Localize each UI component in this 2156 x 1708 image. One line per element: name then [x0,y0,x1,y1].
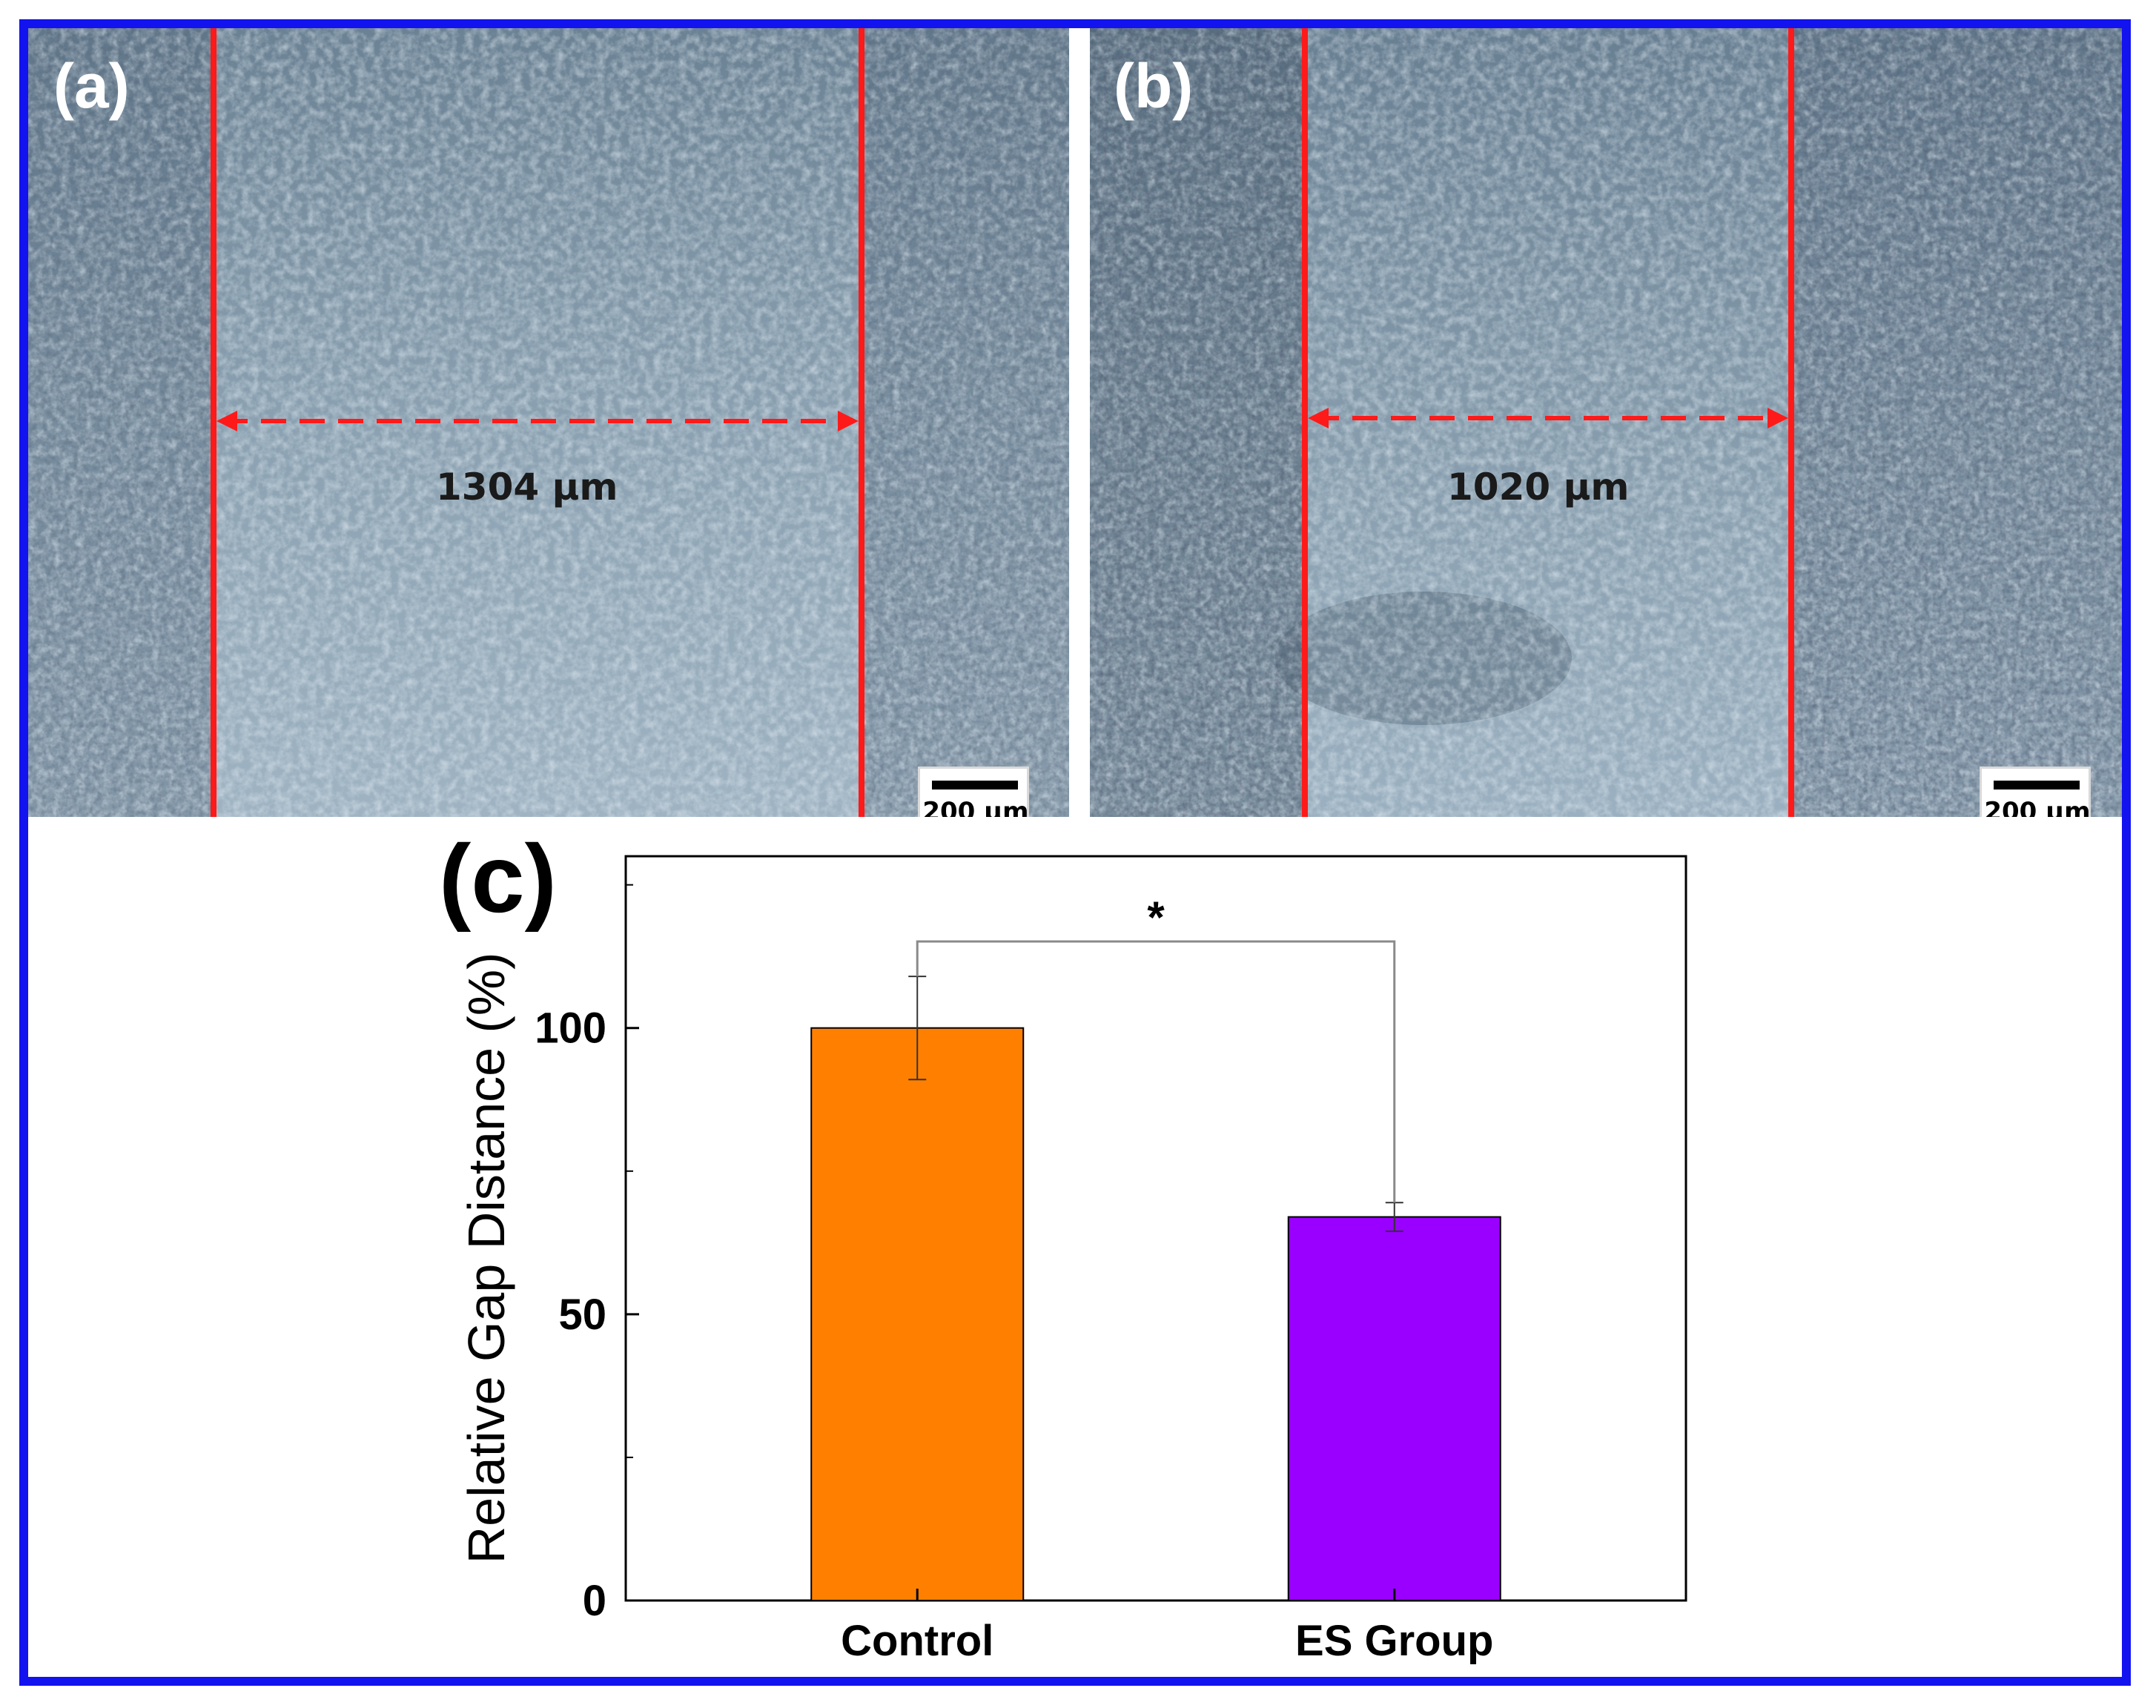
significance-marker: * [1147,893,1165,942]
micrograph-panel-b: (b) 1020 μm 200 μm [1090,28,2131,817]
figure-border [19,19,2131,1686]
scale-bar-b: 200 μm [1980,767,2091,817]
x-tick-label: Control [841,1617,993,1665]
micrograph-b-image [1090,28,2131,817]
panel-label-c: (c) [439,824,557,933]
y-tick-label: 0 [583,1577,606,1625]
y-tick-label: 50 [558,1291,606,1339]
scale-bar-line-a [932,781,1018,790]
y-axis-label: Relative Gap Distance (%) [457,953,515,1564]
gap-distance-label-a: 1304 μm [436,466,618,509]
plot-area-frame [624,855,1687,1602]
y-tick-label: 100 [535,1004,606,1053]
bar-chart-c: Control ES Group 0 50 100 Relative Gap Distan… [457,855,1687,1665]
panel-label-b: (b) [1114,51,1194,121]
bar-es-group [1287,1216,1501,1601]
scale-bar-a: 200 μm [918,767,1029,817]
scale-bar-text-a: 200 μm [922,797,1029,817]
micrograph-a-image [28,28,1069,817]
gap-distance-label-b: 1020 μm [1447,466,1630,509]
micrograph-panel-a: (a) 1304 μm 200 μm [28,28,1069,817]
scale-bar-line-b [1994,781,2080,790]
x-tick-label: ES Group [1295,1617,1493,1665]
panel-label-a: (a) [53,51,130,121]
scale-bar-text-b: 200 μm [1984,797,2091,817]
bar-control [810,1027,1025,1601]
significance-bracket [916,940,1396,1203]
